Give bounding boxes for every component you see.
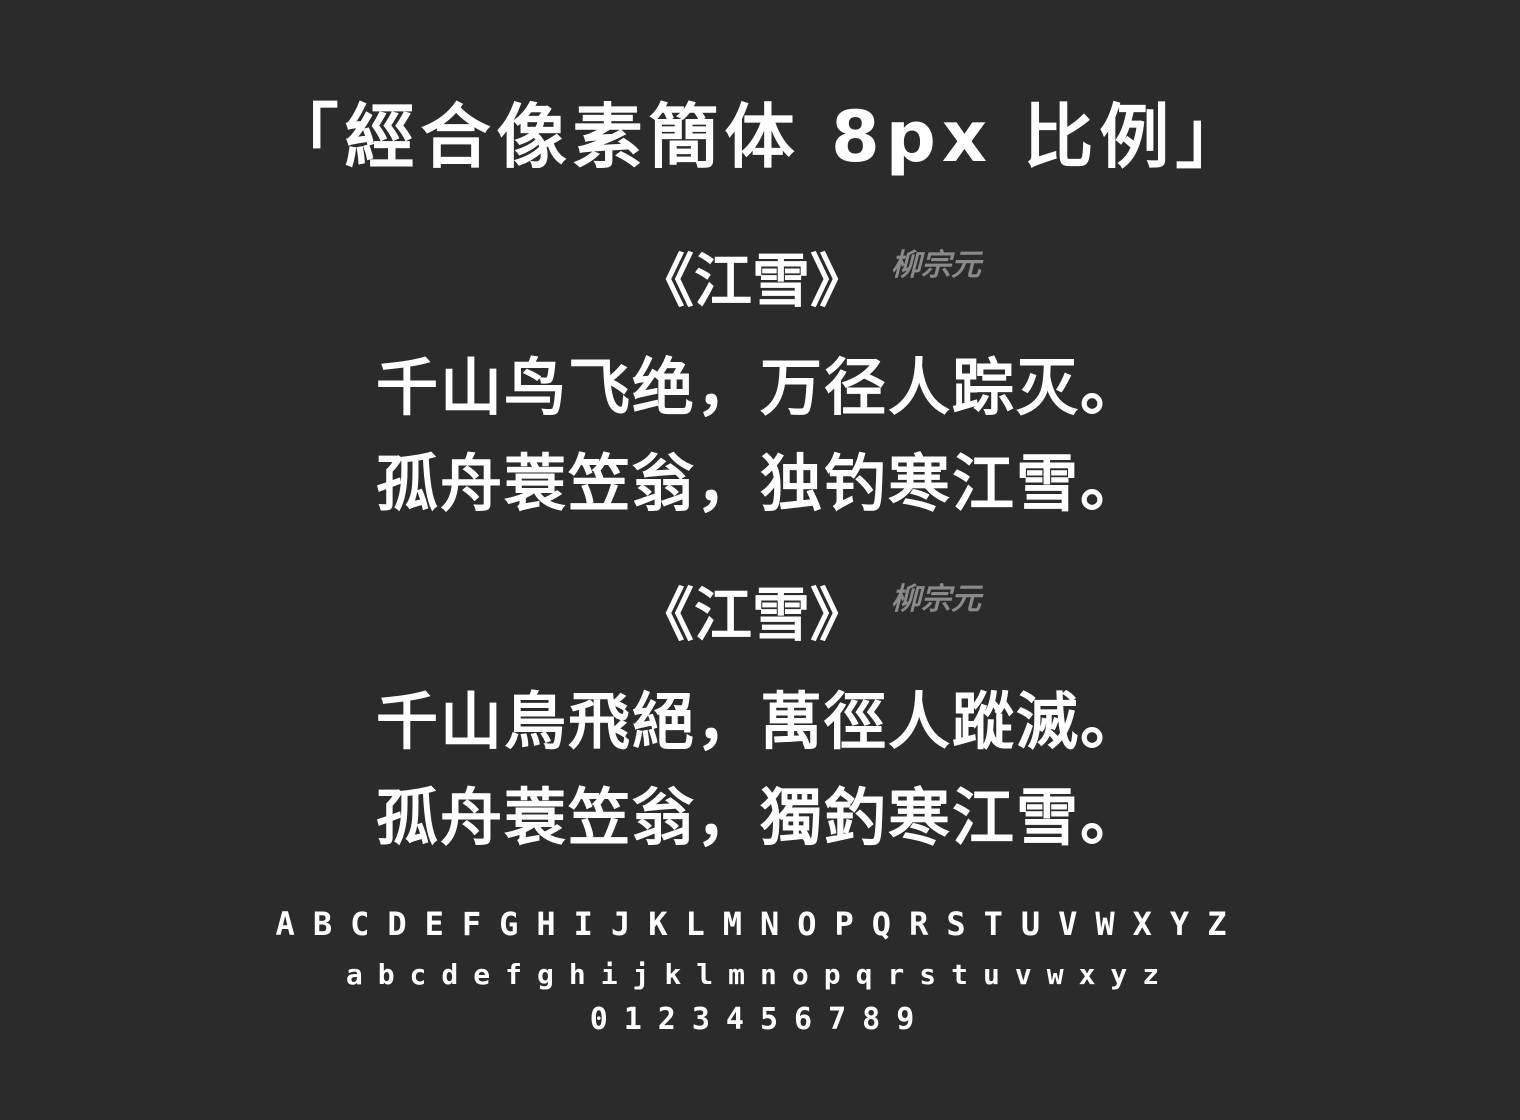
poem-title: 《江雪》 (636, 247, 869, 315)
poem-author: 柳宗元 (891, 582, 981, 617)
poem-heading-traditional: 《江雪》 柳宗元 (636, 580, 981, 650)
poem-line: 孤舟蓑笠翁，獨釣寒江雪。 (375, 781, 1144, 854)
lowercase-alphabet: abcdefghijklmnopqrstuvwxyz (345, 958, 1175, 991)
poem-line: 千山鳥飛絕，萬徑人蹤滅。 (375, 685, 1144, 758)
uppercase-alphabet: ABCDEFGHIJKLMNOPQRSTUVWXYZ (275, 905, 1245, 943)
page-title: 「經合像素簡体 8px 比例」 (268, 96, 1252, 178)
poem-line: 孤舟蓑笠翁，独钓寒江雪。 (375, 447, 1144, 520)
poem-author: 柳宗元 (891, 248, 981, 283)
digit-sample: 0123456789 (589, 1002, 931, 1037)
poem-line: 千山鸟飞绝，万径人踪灭。 (375, 351, 1144, 424)
poem-heading-simplified: 《江雪》 柳宗元 (636, 246, 981, 316)
poem-title: 《江雪》 (636, 581, 869, 649)
